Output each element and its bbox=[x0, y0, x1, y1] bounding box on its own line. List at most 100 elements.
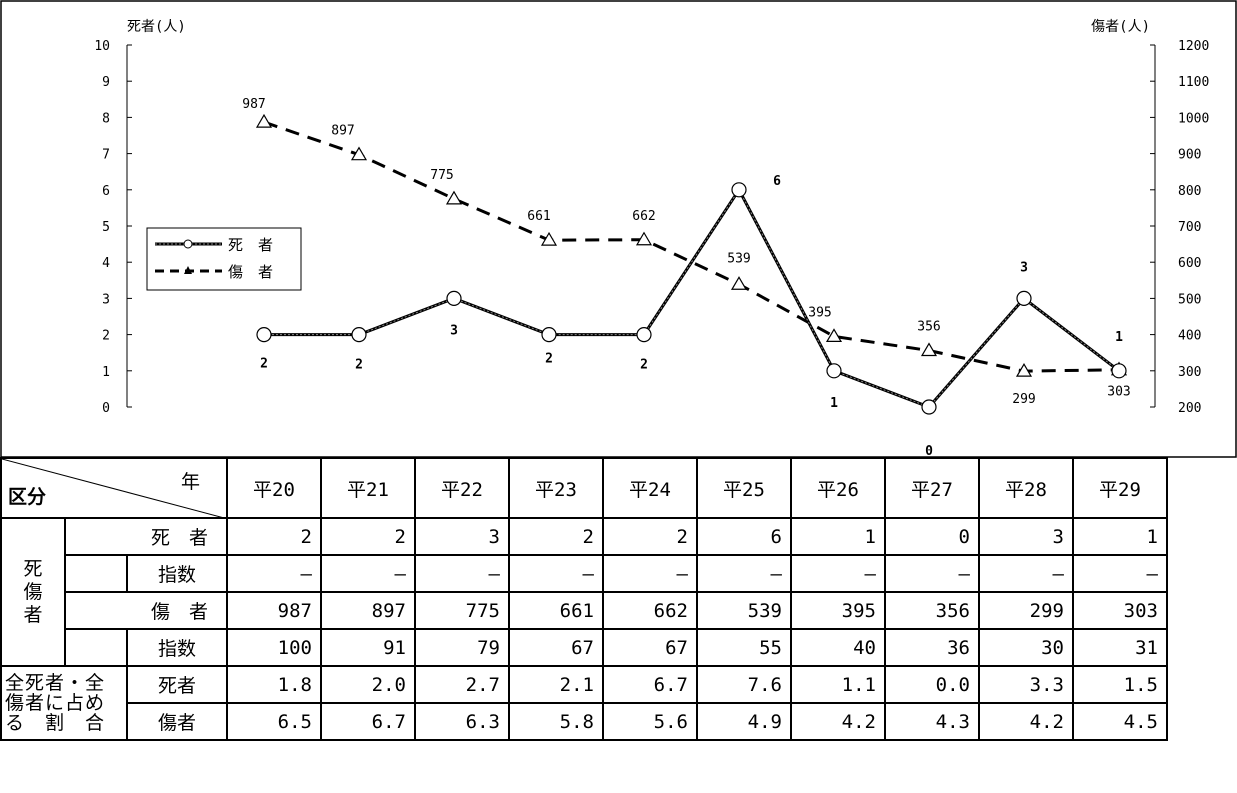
table-row-death-index: 指数 — — — — — — — — — — bbox=[1, 554, 1168, 593]
left-tick-label: 3 bbox=[102, 292, 110, 307]
left-tick-label: 2 bbox=[102, 329, 110, 344]
injuries-series-line bbox=[263, 120, 1120, 373]
injury-point bbox=[920, 342, 938, 357]
death-data-label: 3 bbox=[1020, 260, 1028, 275]
table-cell: 6.5 bbox=[226, 702, 322, 741]
table-cell: 0.0 bbox=[884, 665, 980, 704]
table-cell: — bbox=[508, 554, 604, 593]
injury-data-label: 897 bbox=[331, 124, 354, 139]
table-cell: 775 bbox=[414, 591, 510, 630]
left-tick-label: 6 bbox=[102, 184, 110, 199]
injury-point bbox=[445, 190, 463, 205]
right-tick-label: 800 bbox=[1178, 184, 1201, 199]
table-cell: — bbox=[790, 554, 886, 593]
injury-data-label: 662 bbox=[632, 209, 655, 224]
death-point bbox=[256, 327, 272, 343]
injury-data-label: 539 bbox=[727, 251, 750, 266]
share-label-line: る 割 合 bbox=[5, 712, 106, 734]
group-label-char: 傷 bbox=[23, 580, 43, 603]
table-cell: 0 bbox=[884, 517, 980, 556]
legend: 死 者傷 者 bbox=[146, 227, 302, 291]
injury-data-label: 356 bbox=[917, 320, 940, 335]
table-cell: 1.8 bbox=[226, 665, 322, 704]
row-label-index: 指数 bbox=[126, 554, 228, 593]
injury-point bbox=[730, 276, 748, 290]
table-cell: 5.6 bbox=[602, 702, 698, 741]
table-cell: — bbox=[1072, 554, 1168, 593]
blank-cell bbox=[64, 555, 128, 592]
table-cell: — bbox=[414, 554, 510, 593]
left-tick-label: 10 bbox=[94, 39, 110, 54]
legend-box bbox=[146, 227, 302, 291]
legend-deaths-label: 死 者 bbox=[228, 236, 273, 254]
table-cell: 2.1 bbox=[508, 665, 604, 704]
table-cell: 91 bbox=[320, 628, 416, 667]
table-cell: — bbox=[226, 554, 322, 593]
year-header: 平26 bbox=[790, 457, 886, 519]
line-chart: 0123456789102003004005006007008009001000… bbox=[0, 0, 1237, 458]
table-cell: 79 bbox=[414, 628, 510, 667]
row-label-share-injuries: 傷者 bbox=[126, 702, 228, 741]
injury-data-label: 395 bbox=[808, 305, 831, 320]
table-cell: 5.8 bbox=[508, 702, 604, 741]
death-data-label: 1 bbox=[830, 396, 838, 411]
table-cell: 6.7 bbox=[320, 702, 416, 741]
table-row-deaths: 死 傷 者 死 者 2 2 3 2 2 6 1 0 3 1 bbox=[0, 517, 1168, 667]
right-tick-label: 500 bbox=[1178, 292, 1201, 307]
death-point bbox=[1111, 363, 1127, 379]
year-header: 平24 bbox=[602, 457, 698, 519]
death-point bbox=[921, 399, 937, 415]
injury-data-label: 987 bbox=[242, 97, 265, 112]
table-cell: — bbox=[884, 554, 980, 593]
table-cell: 2.7 bbox=[414, 665, 510, 704]
table-cell: — bbox=[320, 554, 416, 593]
table-cell: 55 bbox=[696, 628, 792, 667]
table-cell: 661 bbox=[508, 591, 604, 630]
table-cell: 897 bbox=[320, 591, 416, 630]
table-cell: 539 bbox=[696, 591, 792, 630]
data-table: 年 区分 平20 平21 平22 平23 平24 平25 平26 平27 平28… bbox=[0, 457, 1168, 741]
left-axis-title: 死者(人) bbox=[127, 19, 186, 35]
injury-point bbox=[350, 146, 368, 161]
death-point bbox=[541, 327, 557, 343]
group-label-char: 者 bbox=[23, 603, 43, 626]
legend-injuries-marker bbox=[184, 266, 192, 274]
table-cell: 1.5 bbox=[1072, 665, 1168, 704]
row-label-share-deaths: 死者 bbox=[126, 665, 228, 704]
table-cell: 299 bbox=[978, 591, 1074, 630]
death-point bbox=[351, 327, 367, 343]
death-data-label: 2 bbox=[545, 352, 553, 367]
death-point bbox=[731, 182, 747, 198]
table-cell: 3.3 bbox=[978, 665, 1074, 704]
table-cell: 4.5 bbox=[1072, 702, 1168, 741]
right-tick-label: 1000 bbox=[1178, 111, 1209, 126]
injury-data-label: 661 bbox=[527, 209, 550, 224]
table-cell: 36 bbox=[884, 628, 980, 667]
right-tick-label: 700 bbox=[1178, 220, 1201, 235]
death-point bbox=[446, 290, 462, 306]
death-data-label: 3 bbox=[450, 323, 458, 338]
year-header: 平23 bbox=[508, 457, 604, 519]
table-cell: 7.6 bbox=[696, 665, 792, 704]
right-tick-label: 300 bbox=[1178, 365, 1201, 380]
table-row-share-injuries: 傷者 6.5 6.7 6.3 5.8 5.6 4.9 4.2 4.3 4.2 4… bbox=[1, 702, 1168, 741]
table-cell: 395 bbox=[790, 591, 886, 630]
table-cell: 987 bbox=[226, 591, 322, 630]
chart-border bbox=[0, 0, 1237, 458]
legend-deaths-marker bbox=[183, 239, 193, 249]
table-cell: 3 bbox=[978, 517, 1074, 556]
right-tick-label: 1100 bbox=[1178, 75, 1209, 90]
header-corner: 年 区分 bbox=[0, 457, 228, 519]
share-label-line: 傷者に占め bbox=[5, 692, 106, 714]
table-cell: 2 bbox=[508, 517, 604, 556]
table-cell: 3 bbox=[414, 517, 510, 556]
table-cell: 31 bbox=[1072, 628, 1168, 667]
table-cell: 1 bbox=[790, 517, 886, 556]
right-tick-label: 1200 bbox=[1178, 39, 1209, 54]
right-tick-label: 200 bbox=[1178, 401, 1201, 416]
table-cell: 40 bbox=[790, 628, 886, 667]
death-data-label: 0 bbox=[925, 444, 933, 458]
injury-data-label: 775 bbox=[430, 168, 453, 183]
injury-point bbox=[825, 328, 843, 343]
table-row-injuries: 傷 者 987 897 775 661 662 539 395 356 299 … bbox=[1, 591, 1168, 630]
